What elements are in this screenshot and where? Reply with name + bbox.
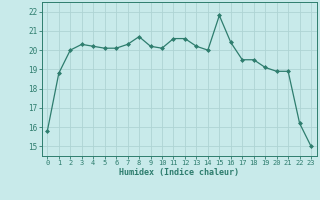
X-axis label: Humidex (Indice chaleur): Humidex (Indice chaleur): [119, 168, 239, 177]
